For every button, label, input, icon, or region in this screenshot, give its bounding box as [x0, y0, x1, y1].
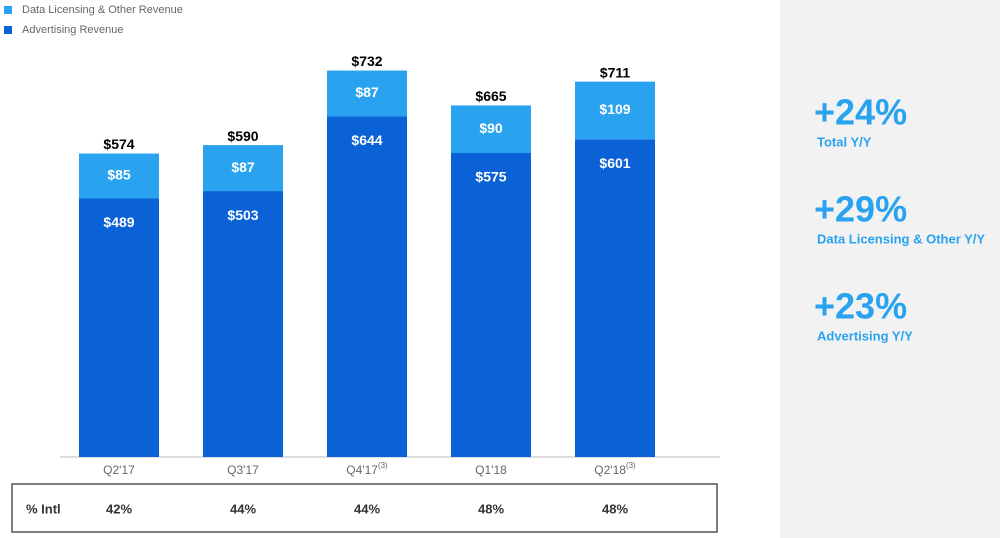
x-tick-label: Q2'18(3): [594, 461, 636, 477]
legend-label: Data Licensing & Other Revenue: [22, 4, 183, 16]
x-tick-label: Q2'17: [103, 463, 135, 477]
stat-value: +29%: [814, 189, 907, 230]
stat-value: +24%: [814, 92, 907, 133]
bar-segment: [203, 191, 283, 457]
intl-value: 42%: [106, 501, 132, 516]
value-label: $90: [479, 120, 503, 136]
total-label: $665: [475, 88, 506, 104]
intl-label: % Intl: [26, 501, 61, 516]
bar-segment: [327, 70, 407, 117]
value-label: $601: [599, 155, 630, 171]
stat-label: Advertising Y/Y: [817, 328, 913, 343]
value-label: $87: [231, 159, 255, 175]
value-label: $489: [103, 214, 134, 230]
x-tick-label: Q1'18: [475, 463, 507, 477]
legend-swatch: [4, 6, 12, 14]
total-label: $732: [351, 53, 382, 69]
value-label: $87: [355, 84, 379, 100]
value-label: $85: [107, 167, 131, 183]
total-label: $590: [227, 128, 258, 144]
bar-segment: [575, 139, 655, 458]
legend-label: Advertising Revenue: [22, 24, 124, 36]
bar-segment: [79, 153, 159, 199]
category-note: (3): [626, 461, 636, 470]
intl-box: [11, 483, 718, 533]
category-note: (3): [378, 461, 388, 470]
stat-label: Total Y/Y: [817, 134, 872, 149]
value-label: $575: [475, 169, 506, 185]
stat-label: Data Licensing & Other Y/Y: [817, 231, 985, 246]
legend-swatch: [4, 26, 12, 34]
bar-segment: [451, 153, 531, 458]
intl-value: 44%: [354, 501, 380, 516]
intl-value: 48%: [478, 501, 504, 516]
bar-segment: [203, 145, 283, 192]
value-label: $644: [351, 132, 382, 148]
bar-segment: [575, 81, 655, 140]
bar-segment: [451, 105, 531, 154]
bar-segment: [327, 116, 407, 457]
stat-value: +23%: [814, 286, 907, 327]
side-panel: [780, 0, 1000, 538]
intl-value: 44%: [230, 501, 256, 516]
intl-value: 48%: [602, 501, 628, 516]
value-label: $503: [227, 207, 258, 223]
x-tick-label: Q4'17(3): [346, 461, 388, 477]
bar-segment: [79, 198, 159, 457]
x-tick-label: Q3'17: [227, 463, 259, 477]
total-label: $711: [600, 64, 631, 80]
value-label: $109: [599, 101, 630, 117]
total-label: $574: [103, 136, 134, 152]
